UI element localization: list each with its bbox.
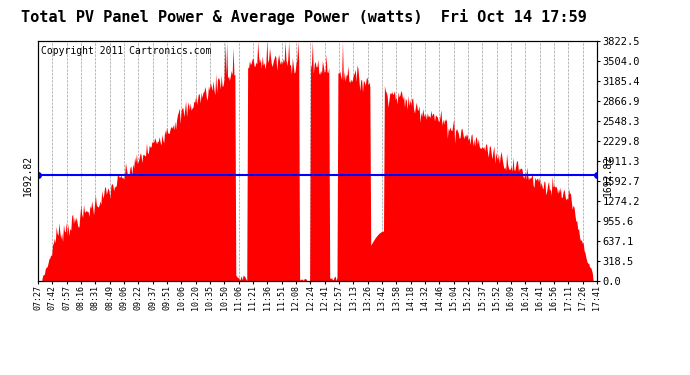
Text: 1692.82: 1692.82	[22, 154, 32, 195]
Text: Copyright 2011 Cartronics.com: Copyright 2011 Cartronics.com	[41, 46, 211, 56]
Text: Total PV Panel Power & Average Power (watts)  Fri Oct 14 17:59: Total PV Panel Power & Average Power (wa…	[21, 9, 586, 26]
Text: 1692.82: 1692.82	[602, 154, 613, 195]
